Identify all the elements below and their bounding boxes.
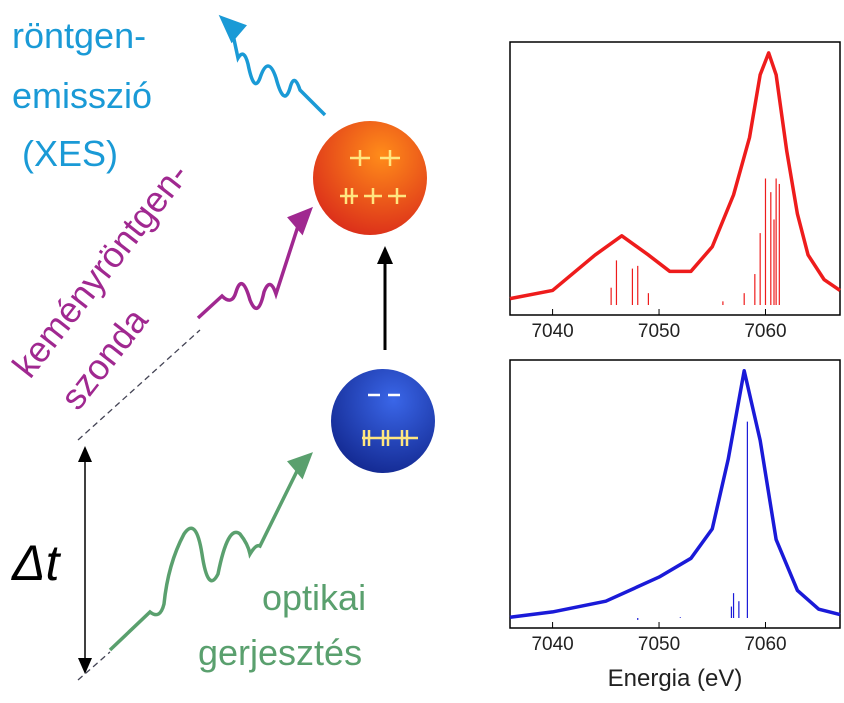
figure: röntgen- emisszió (XES) keményröntgen- s… [0,0,844,698]
x-tick-label: 7060 [744,321,786,342]
x-tick-label: 7040 [531,321,573,342]
pump-arrow [110,455,310,650]
pump-label: gerjesztés [198,632,362,673]
plot-frame [510,360,840,628]
spectrum-line [510,371,840,618]
xes-label: röntgen- [12,15,146,56]
delay-label: Δt [11,535,62,591]
xes-label: (XES) [22,133,118,174]
excited-state [313,121,427,235]
spectrum-line [510,53,840,299]
x-tick-label: 7040 [531,634,573,655]
x-tick-label: 7050 [638,321,680,342]
x-axis-label: Energia (eV) [608,665,743,692]
pump-label: optikai [262,577,366,618]
probe-arrow [198,210,310,318]
x-tick-label: 7060 [744,634,786,655]
xes-arrow [222,18,325,115]
transition-arrowhead [377,246,393,264]
xes-label: emisszió [12,75,152,116]
ground-state [331,369,435,473]
x-tick-label: 7050 [638,634,680,655]
